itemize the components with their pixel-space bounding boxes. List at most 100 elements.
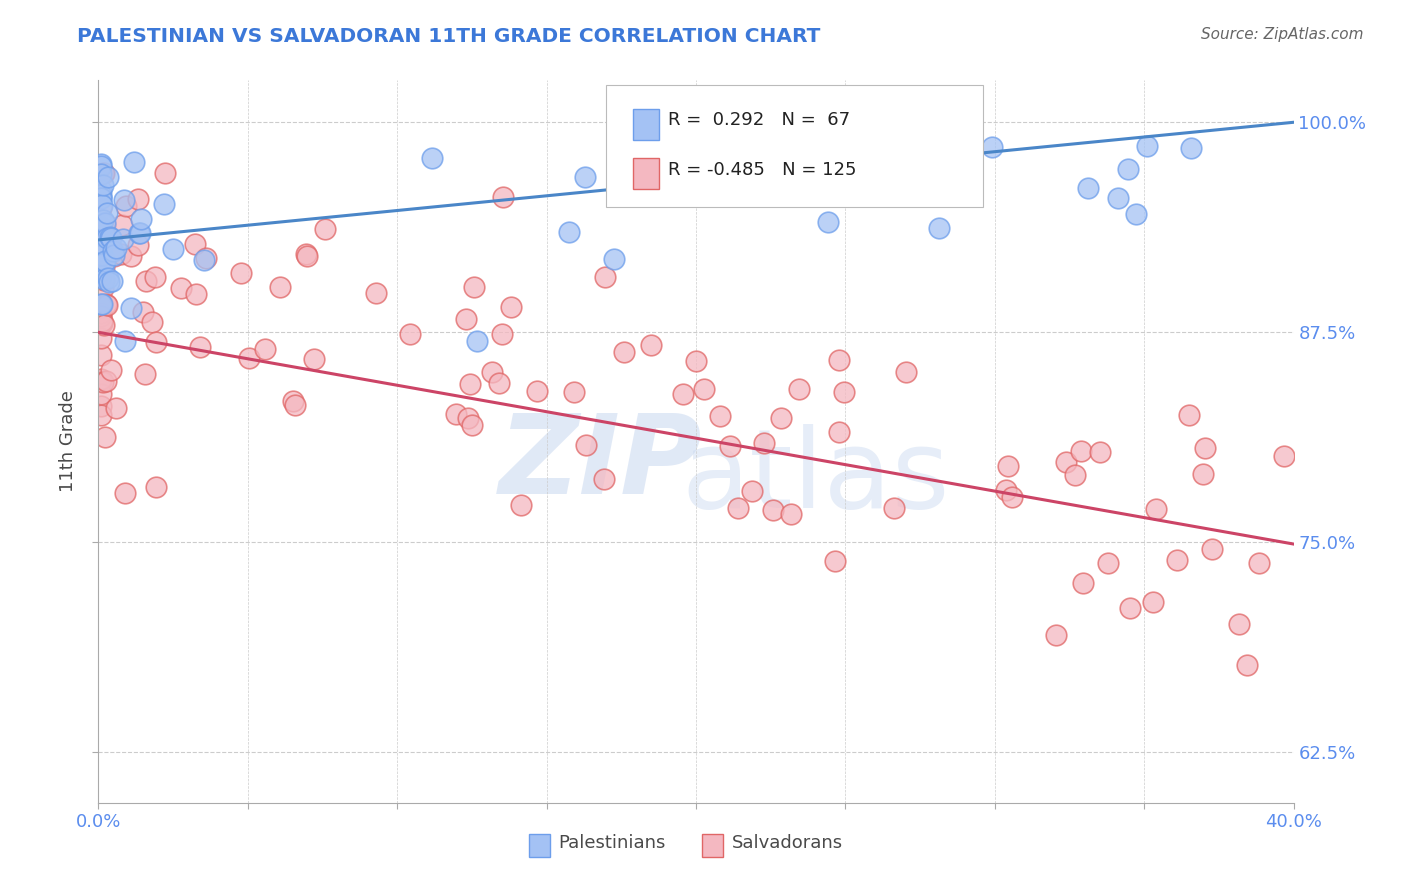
- Point: [1071, 575, 1094, 590]
- Point: [97, 270, 120, 285]
- Point: [1236, 658, 1258, 673]
- Point: [1000, 490, 1022, 504]
- FancyBboxPatch shape: [606, 86, 983, 207]
- Point: [1054, 455, 1077, 469]
- Point: [128, 226, 150, 240]
- Point: [93, 254, 115, 268]
- Point: [97, 275, 120, 289]
- Point: [143, 269, 166, 284]
- Point: [727, 501, 749, 516]
- Point: [728, 120, 751, 134]
- Point: [1077, 181, 1099, 195]
- Point: [122, 154, 145, 169]
- Point: [105, 401, 128, 415]
- Point: [91, 178, 114, 193]
- Point: [1144, 502, 1167, 516]
- Point: [928, 221, 950, 235]
- Point: [90, 241, 112, 255]
- Point: [253, 342, 276, 356]
- Point: [90, 248, 112, 262]
- Point: [112, 194, 135, 208]
- Point: [114, 486, 136, 500]
- Point: [762, 502, 785, 516]
- Point: [90, 201, 112, 215]
- Point: [127, 238, 149, 252]
- Point: [672, 387, 695, 401]
- Point: [90, 300, 112, 314]
- Point: [488, 376, 510, 390]
- Point: [90, 268, 112, 283]
- Point: [1118, 161, 1140, 176]
- Point: [314, 221, 336, 235]
- Point: [828, 425, 851, 439]
- Point: [481, 365, 503, 379]
- Point: [112, 232, 135, 246]
- Point: [741, 484, 763, 499]
- Point: [90, 296, 112, 310]
- Point: [91, 376, 114, 390]
- Point: [90, 159, 112, 173]
- Point: [1045, 628, 1067, 642]
- Point: [492, 190, 515, 204]
- Point: [96, 298, 118, 312]
- Point: [153, 166, 176, 180]
- Point: [184, 236, 207, 251]
- Point: [709, 409, 731, 424]
- Point: [90, 374, 112, 388]
- Point: [128, 226, 150, 240]
- Point: [90, 399, 112, 413]
- Point: [1064, 467, 1087, 482]
- Text: ZIP: ZIP: [499, 409, 702, 516]
- FancyBboxPatch shape: [529, 834, 550, 857]
- Point: [90, 191, 112, 205]
- Point: [93, 271, 115, 285]
- Point: [90, 198, 112, 212]
- Text: atlas: atlas: [682, 425, 949, 531]
- Point: [90, 183, 112, 197]
- Point: [603, 252, 626, 266]
- Point: [141, 315, 163, 329]
- Point: [499, 300, 522, 314]
- Point: [101, 244, 124, 259]
- Point: [90, 215, 112, 229]
- Point: [93, 166, 115, 180]
- Text: R =  0.292   N =  67: R = 0.292 N = 67: [668, 112, 851, 129]
- Point: [90, 243, 112, 257]
- Point: [93, 227, 115, 241]
- Point: [90, 237, 112, 252]
- Point: [444, 407, 467, 421]
- Point: [91, 236, 114, 251]
- Point: [558, 225, 581, 239]
- Point: [90, 372, 112, 386]
- Point: [100, 362, 122, 376]
- Point: [613, 345, 636, 359]
- Point: [93, 260, 115, 274]
- FancyBboxPatch shape: [633, 159, 659, 189]
- Point: [134, 367, 156, 381]
- Point: [1142, 595, 1164, 609]
- Point: [96, 206, 118, 220]
- Text: R = -0.485   N = 125: R = -0.485 N = 125: [668, 161, 858, 178]
- Text: Palestinians: Palestinians: [558, 833, 666, 852]
- Point: [100, 274, 122, 288]
- Point: [883, 501, 905, 516]
- Point: [193, 253, 215, 268]
- Point: [817, 214, 839, 228]
- Point: [640, 338, 662, 352]
- Point: [111, 218, 134, 232]
- Point: [769, 410, 792, 425]
- Point: [96, 374, 118, 388]
- Point: [828, 353, 851, 368]
- Point: [928, 178, 950, 193]
- Point: [1166, 552, 1188, 566]
- Text: PALESTINIAN VS SALVADORAN 11TH GRADE CORRELATION CHART: PALESTINIAN VS SALVADORAN 11TH GRADE COR…: [77, 27, 821, 45]
- Point: [131, 305, 153, 319]
- Point: [460, 376, 482, 391]
- Point: [575, 438, 598, 452]
- Point: [94, 216, 117, 230]
- Point: [90, 348, 112, 362]
- Point: [824, 554, 846, 568]
- Point: [195, 251, 218, 265]
- Point: [90, 222, 112, 236]
- Point: [90, 235, 112, 250]
